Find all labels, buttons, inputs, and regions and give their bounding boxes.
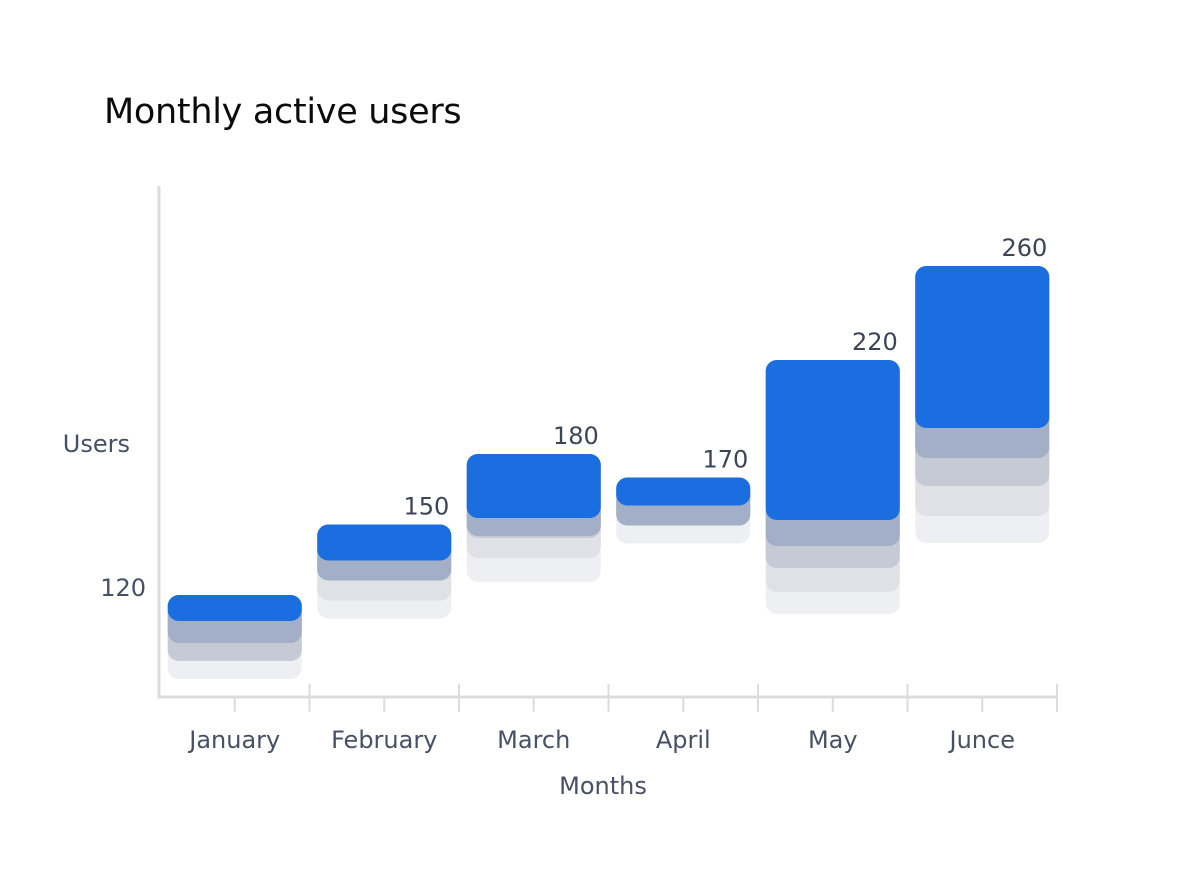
y-axis-label: Users [63, 430, 130, 458]
bar-april [616, 477, 751, 506]
data-label: 260 [1001, 234, 1047, 262]
x-tick-label: April [656, 726, 711, 754]
bar-march [466, 454, 601, 518]
bar-junce [915, 266, 1050, 428]
bar-january [167, 595, 302, 621]
bar-february [317, 524, 452, 561]
x-tick-label: May [808, 726, 858, 754]
data-label: 150 [403, 493, 449, 521]
data-label: 220 [852, 328, 898, 356]
x-tick-label: Junce [948, 726, 1015, 754]
chart-title: Monthly active users [104, 92, 462, 132]
bars-group: 150 180 170 220 260 [167, 234, 1050, 679]
data-label: 180 [553, 422, 599, 450]
x-tick-label: February [331, 726, 437, 754]
data-label: 170 [702, 446, 748, 474]
bar-may [765, 360, 900, 520]
x-axis-ticks [233, 684, 1058, 712]
y-tick-label: 120 [100, 574, 146, 602]
x-axis-label: Months [559, 772, 647, 800]
x-tick-label: January [187, 726, 280, 754]
x-tick-labels: January February March April May Junce [187, 726, 1015, 754]
x-tick-label: March [497, 726, 570, 754]
